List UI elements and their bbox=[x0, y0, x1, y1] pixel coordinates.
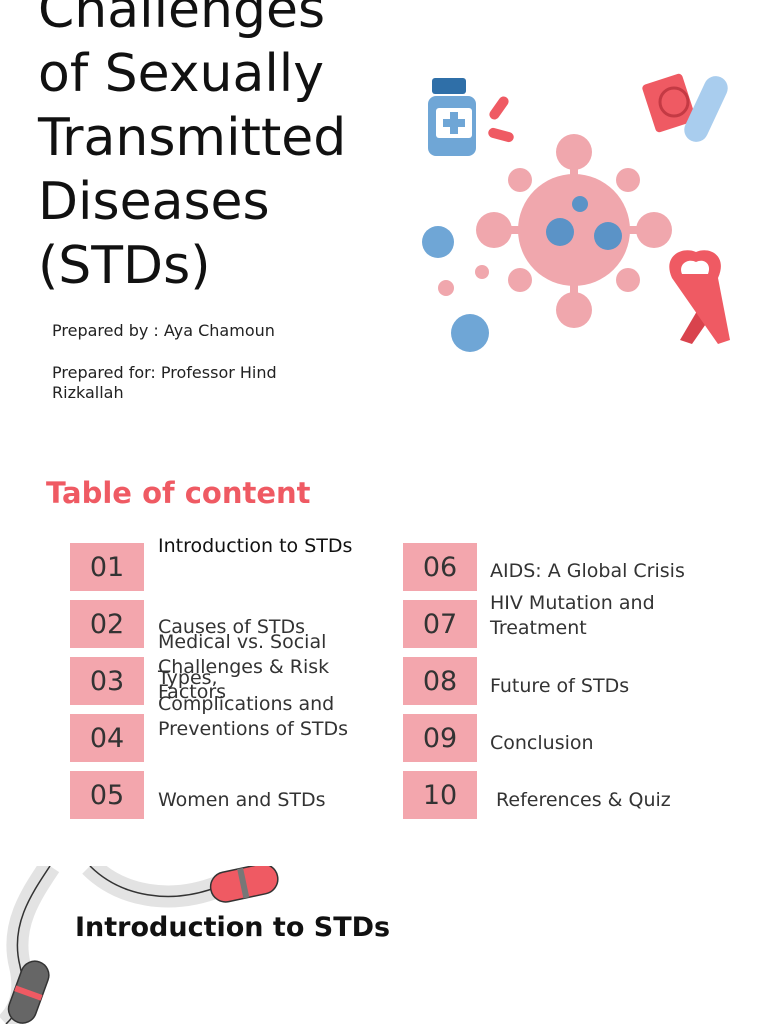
condom-icon bbox=[642, 73, 728, 142]
virus-icon bbox=[476, 134, 672, 328]
toc-item-label[interactable]: Introduction to STDs bbox=[158, 535, 353, 557]
toc-heading: Table of content bbox=[46, 476, 311, 510]
title-line: Diseases bbox=[38, 172, 270, 232]
title-line: Challenges bbox=[38, 0, 326, 40]
toc-item-label-overlap[interactable]: Medical vs. Social Challenges & Risk Fac… bbox=[158, 631, 330, 703]
section-title: Introduction to STDs bbox=[75, 912, 391, 943]
toc-number: 09 bbox=[403, 714, 477, 762]
toc-item-label[interactable]: HIV Mutation and Treatment bbox=[490, 592, 655, 639]
road-path-icon bbox=[0, 866, 279, 1024]
toc-number: 03 bbox=[70, 657, 144, 705]
toc-number: 07 bbox=[403, 600, 477, 648]
toc-item-label[interactable]: Causes of STDs bbox=[158, 616, 306, 638]
title-line: Transmitted bbox=[38, 108, 347, 168]
title-line: of Sexually bbox=[38, 44, 324, 104]
toc-item-label[interactable]: Types, bbox=[158, 667, 218, 689]
toc-number: 04 bbox=[70, 714, 144, 762]
health-illustration bbox=[422, 73, 730, 352]
toc-item-label[interactable]: Conclusion bbox=[490, 732, 594, 754]
toc-number: 08 bbox=[403, 657, 477, 705]
toc-number: 06 bbox=[403, 543, 477, 591]
pill-bottle-icon bbox=[428, 78, 476, 156]
prepared-by: Prepared by : Aya Chamoun bbox=[52, 321, 275, 340]
toc-item-label[interactable]: AIDS: A Global Crisis bbox=[490, 560, 685, 582]
toc-item-label[interactable]: Complications and Preventions of STDs bbox=[158, 693, 349, 740]
toc-item-label[interactable]: Future of STDs bbox=[490, 675, 630, 697]
toc-number: 01 bbox=[70, 543, 144, 591]
awareness-ribbon-icon bbox=[669, 250, 730, 344]
title-line: (STDs) bbox=[38, 236, 211, 296]
toc-number: 05 bbox=[70, 771, 144, 819]
capsule-icon bbox=[488, 96, 514, 143]
toc-number: 10 bbox=[403, 771, 477, 819]
toc-number: 02 bbox=[70, 600, 144, 648]
toc-item-label[interactable]: References & Quiz bbox=[490, 789, 671, 811]
page-title: Challenges of Sexually Transmitted Disea… bbox=[38, 0, 398, 298]
prepared-for: Prepared for: Professor Hind Rizkallah bbox=[52, 363, 277, 402]
toc-item-label[interactable]: Women and STDs bbox=[158, 789, 326, 811]
